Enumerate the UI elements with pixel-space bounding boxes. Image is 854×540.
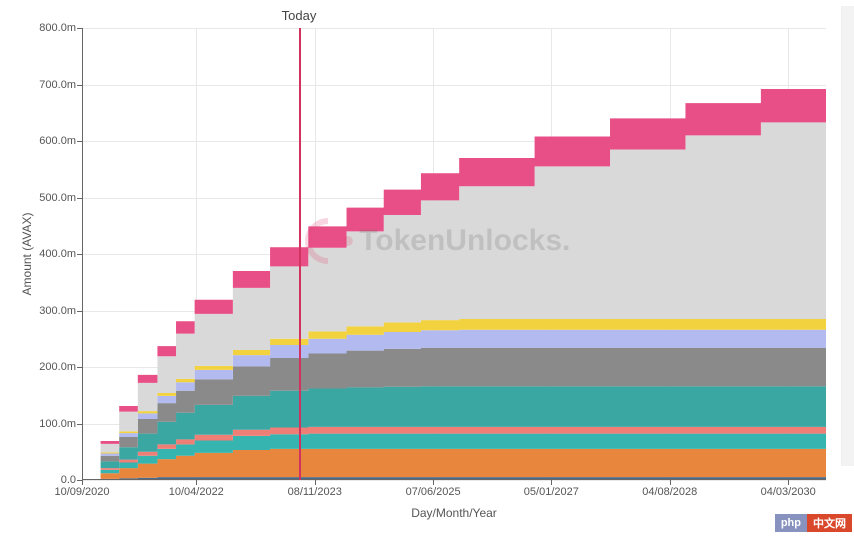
y-tick-label: 100.0m (39, 418, 82, 430)
x-tick-label: 07/06/2025 (406, 480, 461, 498)
today-marker-line (299, 28, 301, 480)
x-tick-label: 08/11/2023 (288, 480, 342, 498)
y-tick-label: 400.0m (39, 248, 82, 260)
x-tick-label: 10/04/2022 (169, 480, 224, 498)
badge-right: 中文网 (807, 514, 852, 532)
y-tick-label: 200.0m (39, 361, 82, 373)
source-badge: php 中文网 (775, 514, 852, 532)
y-tick-label: 800.0m (39, 22, 82, 34)
today-label: Today (282, 8, 317, 23)
x-tick-label: 04/03/2030 (761, 480, 816, 498)
plot-area: 0.0100.0m200.0m300.0m400.0m500.0m600.0m7… (82, 28, 826, 480)
y-tick-label: 500.0m (39, 192, 82, 204)
y-tick-label: 700.0m (39, 79, 82, 91)
y-tick-label: 600.0m (39, 135, 82, 147)
right-scroll-rail (841, 6, 854, 466)
y-tick-label: 300.0m (39, 305, 82, 317)
x-tick-label: 05/01/2027 (524, 480, 579, 498)
y-axis-title: Amount (AVAX) (20, 213, 34, 296)
stacked-areas (82, 28, 826, 480)
x-axis-title: Day/Month/Year (411, 506, 497, 520)
badge-left: php (775, 514, 807, 532)
x-tick-label: 04/08/2028 (642, 480, 697, 498)
x-tick-label: 10/09/2020 (54, 480, 109, 498)
chart-container: 0.0100.0m200.0m300.0m400.0m500.0m600.0m7… (0, 0, 854, 540)
